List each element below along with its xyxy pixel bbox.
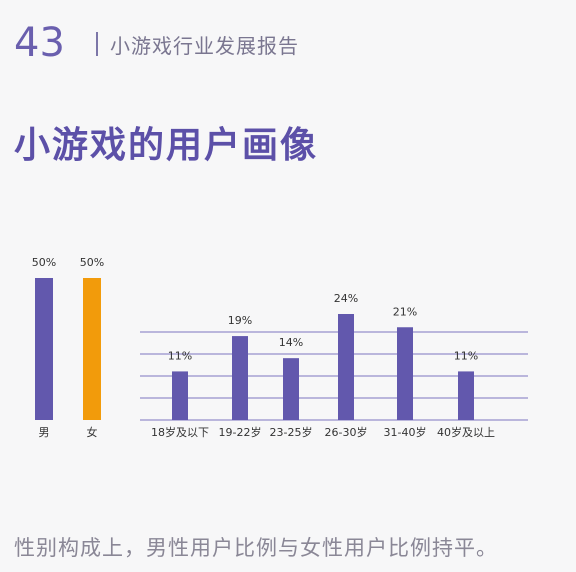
age-value-label: 24% bbox=[334, 292, 358, 305]
page-number: 43 bbox=[14, 20, 65, 66]
gender-category-label: 女 bbox=[87, 425, 98, 439]
gender-bar bbox=[35, 278, 53, 420]
age-bar bbox=[172, 371, 188, 420]
age-value-label: 11% bbox=[168, 349, 192, 362]
age-category-label: 23-25岁 bbox=[270, 425, 313, 439]
age-category-label: 19-22岁 bbox=[219, 425, 262, 439]
gender-category-label: 男 bbox=[39, 426, 50, 439]
age-value-label: 11% bbox=[454, 349, 478, 362]
gender-bar bbox=[83, 278, 101, 420]
age-bar bbox=[283, 358, 299, 420]
age-bar bbox=[338, 314, 354, 420]
age-category-label: 18岁及以下 bbox=[151, 425, 209, 439]
age-category-label: 40岁及以上 bbox=[437, 425, 495, 439]
footnote: 性别构成上，男性用户比例与女性用户比例持平。 bbox=[14, 536, 498, 560]
age-category-label: 26-30岁 bbox=[325, 425, 368, 439]
age-value-label: 19% bbox=[228, 314, 252, 327]
age-bar bbox=[397, 327, 413, 420]
section-title: 小游戏的用户画像 bbox=[14, 125, 319, 166]
age-value-label: 21% bbox=[393, 305, 417, 318]
gender-value-label: 50% bbox=[80, 256, 104, 269]
age-bar bbox=[458, 371, 474, 420]
header-divider bbox=[96, 32, 98, 56]
gender-value-label: 50% bbox=[32, 256, 56, 269]
age-bar bbox=[232, 336, 248, 420]
age-category-label: 31-40岁 bbox=[384, 425, 427, 439]
report-title: 小游戏行业发展报告 bbox=[110, 34, 299, 58]
age-value-label: 14% bbox=[279, 336, 303, 349]
